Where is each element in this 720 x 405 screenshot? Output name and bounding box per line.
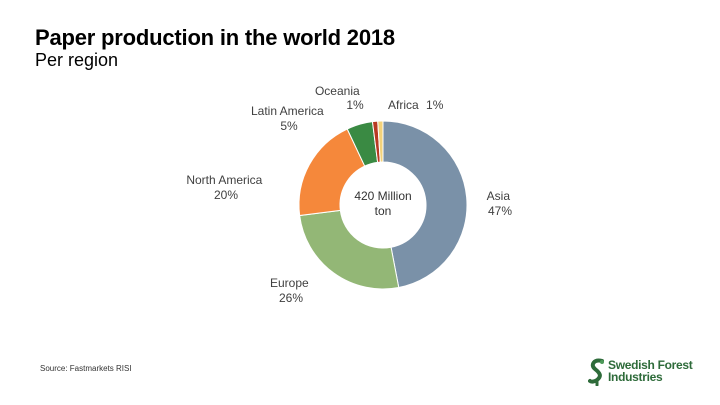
svg-text:Europe 26%: Europe 26% — [270, 276, 312, 305]
slice-name-north-america: North America — [186, 173, 262, 187]
slice-percent-north-america: 20% — [214, 188, 238, 202]
svg-text:Oceania 1%: Oceania 1% — [315, 84, 364, 112]
slice-name-oceania: Oceania — [315, 84, 360, 98]
svg-text:North America 20%: North America 20% — [186, 173, 265, 202]
source-note: Source: Fastmarkets RISI — [40, 364, 132, 373]
logo-line-1: Swedish Forest — [608, 358, 693, 372]
logo: Swedish Forest Industries — [588, 358, 714, 388]
donut-hole — [340, 162, 426, 248]
slice-percent-africa: 1% — [426, 98, 444, 112]
center-label-line-1: 420 Million — [354, 189, 411, 203]
slice-name-latin-america: Latin America — [251, 104, 324, 118]
swedish-forest-industries-logo-icon — [588, 358, 604, 386]
slice-percent-oceania: 1% — [346, 98, 364, 112]
slice-percent-asia: 47% — [488, 204, 512, 218]
slice-percent-latin-america: 5% — [280, 119, 298, 133]
slice-name-africa: Africa — [388, 98, 419, 112]
logo-line-2: Industries — [608, 370, 663, 384]
slice-name-asia: Asia — [487, 189, 511, 203]
svg-text:Asia 47%: Asia 47% — [487, 189, 514, 218]
slice-percent-europe: 26% — [279, 291, 303, 305]
chart-title: Paper production in the world 2018 — [35, 25, 395, 50]
slice-name-europe: Europe — [270, 276, 309, 290]
svg-text:Africa 1%: Africa 1% — [388, 98, 444, 112]
donut-slices — [298, 120, 468, 290]
logo-text: Swedish Forest Industries — [608, 359, 693, 383]
chart-subtitle: Per region — [35, 50, 119, 70]
center-label-line-2: ton — [375, 204, 392, 218]
svg-text:Latin America 5%: Latin America 5% — [251, 104, 327, 133]
